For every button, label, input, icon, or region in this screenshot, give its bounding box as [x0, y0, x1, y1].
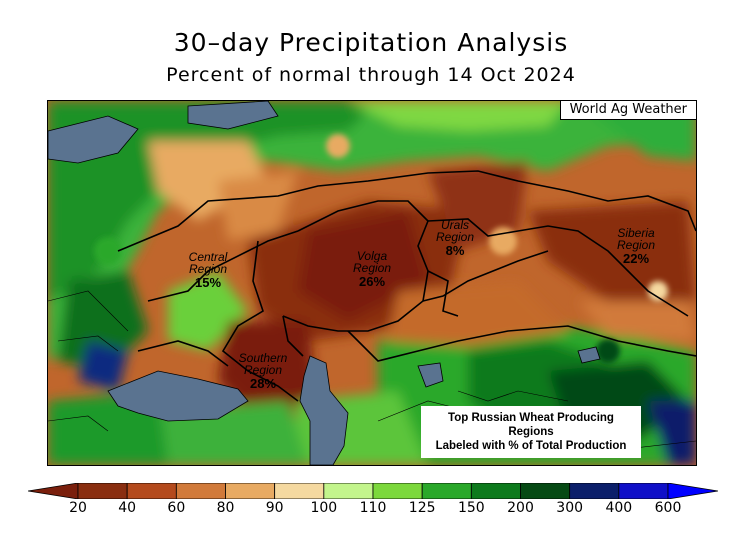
colorbar-cell	[618, 483, 669, 499]
colorbar-arrow-low	[28, 483, 79, 499]
legend-note-line2: Labeled with % of Total Production	[435, 440, 627, 452]
credit-label: World Ag Weather	[559, 101, 696, 120]
colorbar-tick-label: 400	[605, 500, 633, 516]
black-sea	[107, 370, 249, 422]
colorbar-cell	[126, 483, 177, 499]
colorbar-tick-label: 60	[167, 500, 186, 516]
region-name: Region	[435, 230, 475, 244]
baltic-sea	[48, 115, 139, 164]
region-label-southern: Southern Region 28%	[231, 352, 295, 390]
region-name: Central	[188, 250, 228, 264]
colorbar-tick-label: 150	[457, 500, 485, 516]
white-sea	[187, 101, 279, 130]
region-name: Region	[188, 262, 228, 276]
caspian-sea	[299, 355, 349, 465]
region-label-siberia: Siberia Region 22%	[606, 227, 666, 265]
colorbar-tick-label: 80	[216, 500, 235, 516]
colorbar	[28, 483, 718, 499]
region-percent: 22%	[622, 251, 650, 266]
region-label-volga: Volga Region 26%	[343, 250, 401, 288]
lake-balkhash	[577, 346, 601, 364]
region-name: Region	[352, 261, 392, 275]
region-name: Region	[616, 238, 656, 252]
chart-title: 30–day Precipitation Analysis	[173, 28, 569, 57]
colorbar-cell	[323, 483, 374, 499]
region-borders	[117, 170, 696, 402]
colorbar-tick-label: 200	[507, 500, 534, 516]
legend-note: Top Russian Wheat Producing Regions Labe…	[421, 406, 641, 458]
legend-note-line1: Top Russian Wheat Producing Regions	[448, 412, 614, 438]
region-percent: 15%	[194, 275, 222, 290]
region-name: Southern	[238, 351, 288, 365]
region-name: Siberia	[617, 226, 655, 240]
region-name: Volga	[356, 249, 388, 263]
colorbar-cell	[421, 483, 472, 499]
colorbar-cell	[175, 483, 226, 499]
colorbar-arrow-high	[667, 483, 718, 499]
colorbar-tick-label: 300	[556, 500, 584, 516]
colorbar-tick-label: 40	[118, 500, 137, 516]
colorbar-tick-label: 125	[408, 500, 436, 516]
region-percent: 26%	[358, 274, 386, 289]
colorbar-tick-label: 100	[310, 500, 338, 516]
region-name: Region	[243, 363, 283, 377]
colorbar-cell	[470, 483, 521, 499]
colorbar-cell	[372, 483, 423, 499]
colorbar-tick-label: 90	[265, 500, 284, 516]
region-percent: 28%	[249, 376, 277, 391]
region-label-urals: Urals Region 8%	[426, 219, 484, 257]
colorbar-tick-label: 600	[654, 500, 682, 516]
colorbar-cell	[569, 483, 620, 499]
colorbar-tick-label: 110	[359, 500, 387, 516]
chart-subtitle: Percent of normal through 14 Oct 2024	[166, 64, 576, 86]
region-label-central: Central Region 15%	[178, 251, 238, 289]
colorbar-cell	[225, 483, 276, 499]
colorbar-cell	[520, 483, 571, 499]
colorbar-tick-label: 20	[69, 500, 87, 516]
colorbar-cell	[274, 483, 325, 499]
colorbar-cell	[77, 483, 128, 499]
region-name: Urals	[440, 218, 469, 232]
aral-sea	[417, 362, 444, 388]
region-percent: 8%	[445, 243, 465, 258]
